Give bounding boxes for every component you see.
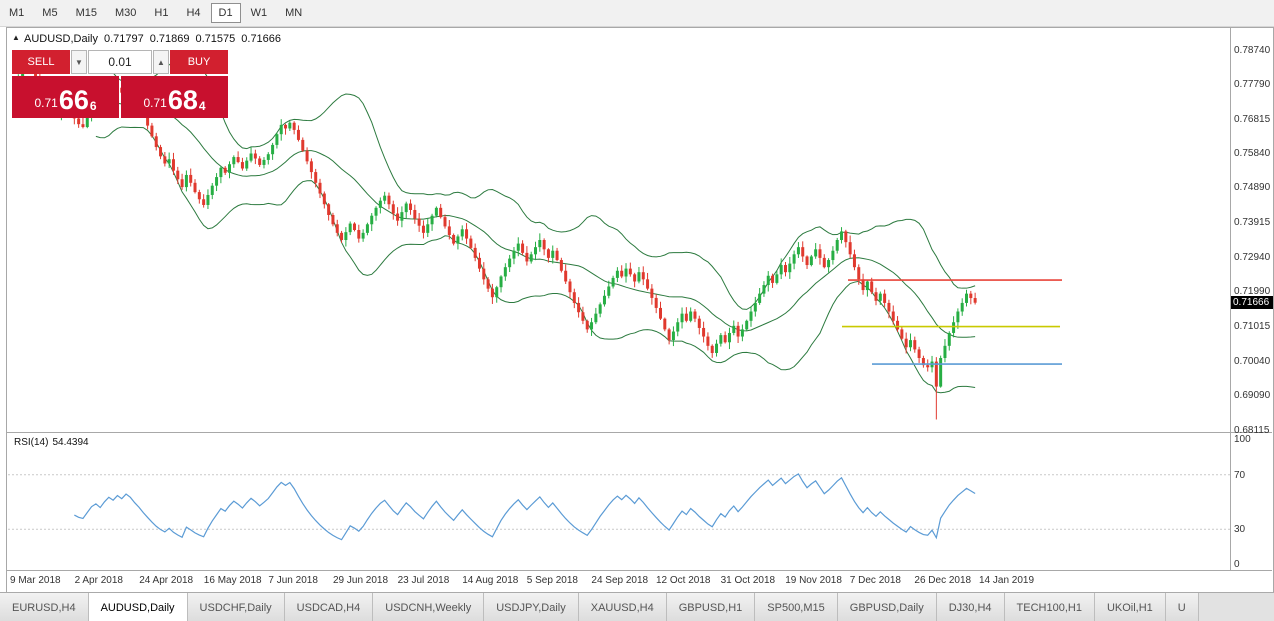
chevron-up-icon: ▲ [157, 57, 165, 67]
chart-title: AUDUSD,Daily 0.71797 0.71869 0.71575 0.71666 [24, 33, 287, 45]
date-axis-label: 9 Mar 2018 [10, 575, 61, 586]
price-axis-label: 0.74890 [1234, 182, 1271, 194]
chart-symbol-period: AUDUSD,Daily [24, 33, 98, 45]
date-axis-label: 23 Jul 2018 [397, 575, 450, 586]
ask-price-prefix: 0.71 [143, 96, 167, 110]
chart-tab[interactable]: USDCNH,Weekly [373, 593, 485, 621]
date-axis-label: 26 Dec 2018 [914, 575, 972, 586]
timeframe-button[interactable]: M15 [68, 3, 105, 23]
bid-price-prefix: 0.71 [34, 96, 58, 110]
rsi-axis-label: 100 [1234, 434, 1251, 445]
chart-tab[interactable]: DJ30,H4 [936, 593, 1005, 621]
date-axis-divider [7, 570, 1272, 571]
ask-price-big-digits: 68 [167, 85, 198, 115]
timeframe-button[interactable]: M30 [107, 3, 144, 23]
chart-tab[interactable]: XAUUSD,H4 [578, 593, 667, 621]
bid-price-pipette: 6 [89, 99, 97, 113]
date-axis-label: 16 May 2018 [203, 575, 262, 586]
sell-button[interactable]: SELL [12, 50, 70, 74]
date-axis[interactable]: 9 Mar 2018 2 Apr 2018 24 Apr 2018 16 May 20… [8, 573, 1230, 589]
price-axis-label: 0.73915 [1234, 217, 1271, 229]
ohlc-close: 0.71666 [241, 33, 282, 45]
price-axis-label: 0.77790 [1234, 78, 1271, 90]
timeframe-button[interactable]: M1 [1, 3, 32, 23]
timeframe-button[interactable]: M5 [34, 3, 65, 23]
ask-price-pipette: 4 [198, 99, 206, 113]
ohlc-low: 0.71575 [195, 33, 236, 45]
chart-tab[interactable]: GBPUSD,Daily [837, 593, 937, 621]
timeframe-button[interactable]: D1 [210, 3, 241, 23]
chart-tab-bar: EURUSD,H4 AUDUSD,Daily USDCHF,Daily USDCAD,… [0, 592, 1274, 621]
price-axis-label: 0.75840 [1234, 148, 1271, 160]
chart-tab[interactable]: TECH100,H1 [1004, 593, 1095, 621]
price-axis-label: 0.71015 [1234, 320, 1271, 332]
chart-tab[interactable]: AUDUSD,Daily [88, 593, 188, 621]
price-axis-label: 0.69090 [1234, 389, 1271, 401]
chart-tab[interactable]: USDJPY,Daily [484, 593, 579, 621]
date-axis-label: 24 Apr 2018 [139, 575, 194, 586]
date-axis-label: 7 Jun 2018 [268, 575, 318, 586]
rsi-name: RSI(14) [14, 437, 49, 448]
price-axis-label: 0.71990 [1234, 286, 1271, 298]
rsi-line [74, 473, 976, 541]
chart-tab[interactable]: SP500,M15 [755, 593, 838, 621]
date-axis-label: 31 Oct 2018 [720, 575, 776, 586]
timeframe-button[interactable]: MN [277, 3, 310, 23]
rsi-axis[interactable]: 100 70 30 0 [1231, 434, 1273, 570]
timeframe-button[interactable]: H1 [146, 3, 176, 23]
rsi-chart[interactable] [8, 434, 1230, 570]
date-axis-label: 5 Sep 2018 [526, 575, 578, 586]
chart-tab[interactable]: UKOil,H1 [1094, 593, 1166, 621]
volume-input[interactable] [88, 50, 152, 74]
timeframe-button[interactable]: W1 [243, 3, 276, 23]
buy-button[interactable]: BUY [170, 50, 228, 74]
chart-tab[interactable]: USDCHF,Daily [187, 593, 285, 621]
date-axis-label: 19 Nov 2018 [785, 575, 842, 586]
ohlc-open: 0.71797 [103, 33, 144, 45]
ohlc-high: 0.71869 [149, 33, 190, 45]
chart-tab[interactable]: GBPUSD,H1 [666, 593, 756, 621]
price-chart[interactable] [8, 28, 1230, 432]
current-price-tag: 0.71666 [1231, 296, 1273, 310]
date-axis-label: 24 Sep 2018 [591, 575, 649, 586]
one-click-panel-toggle-icon[interactable]: ▲ [12, 33, 20, 42]
rsi-axis-label: 0 [1234, 559, 1240, 570]
rsi-axis-label: 30 [1234, 524, 1246, 536]
price-axis-label: 0.72940 [1234, 252, 1271, 264]
date-axis-label: 12 Oct 2018 [656, 575, 711, 586]
volume-decrease-button[interactable]: ▼ [71, 50, 87, 74]
price-axis-label: 0.68115 [1234, 424, 1270, 436]
date-axis-label: 2 Apr 2018 [74, 575, 123, 586]
chart-tab[interactable]: USDCAD,H4 [284, 593, 374, 621]
price-axis-label: 0.76815 [1234, 113, 1271, 125]
volume-increase-button[interactable]: ▲ [153, 50, 169, 74]
date-axis-label: 29 Jun 2018 [333, 575, 389, 586]
price-axis-label: 0.78740 [1234, 44, 1271, 56]
timeframe-button[interactable]: H4 [178, 3, 208, 23]
chart-tab[interactable]: U [1165, 593, 1199, 621]
date-axis-label: 7 Dec 2018 [849, 575, 901, 586]
pane-divider[interactable] [7, 432, 1272, 433]
price-axis-label: 0.70040 [1234, 355, 1271, 367]
bid-price-big-digits: 66 [58, 85, 89, 115]
price-axis[interactable]: 0.78740 0.77790 0.76815 0.75840 0.74890 0.739… [1231, 28, 1273, 436]
chevron-down-icon: ▼ [75, 57, 83, 67]
rsi-value: 54.4394 [52, 437, 89, 448]
chart-tab[interactable]: EURUSD,H4 [0, 593, 89, 621]
ask-price[interactable]: 0.71 68 4 [121, 76, 228, 118]
price-axis-border [1230, 28, 1231, 570]
date-axis-label: 14 Jan 2019 [979, 575, 1035, 586]
bid-price[interactable]: 0.71 66 6 [12, 76, 119, 118]
timeframe-toolbar: M1 M5 M15 M30 H1 H4 D1 W1 MN [0, 0, 1274, 27]
rsi-indicator-label: RSI(14) 54.4394 [14, 437, 93, 448]
date-axis-label: 14 Aug 2018 [462, 575, 519, 586]
rsi-axis-label: 70 [1234, 469, 1246, 481]
